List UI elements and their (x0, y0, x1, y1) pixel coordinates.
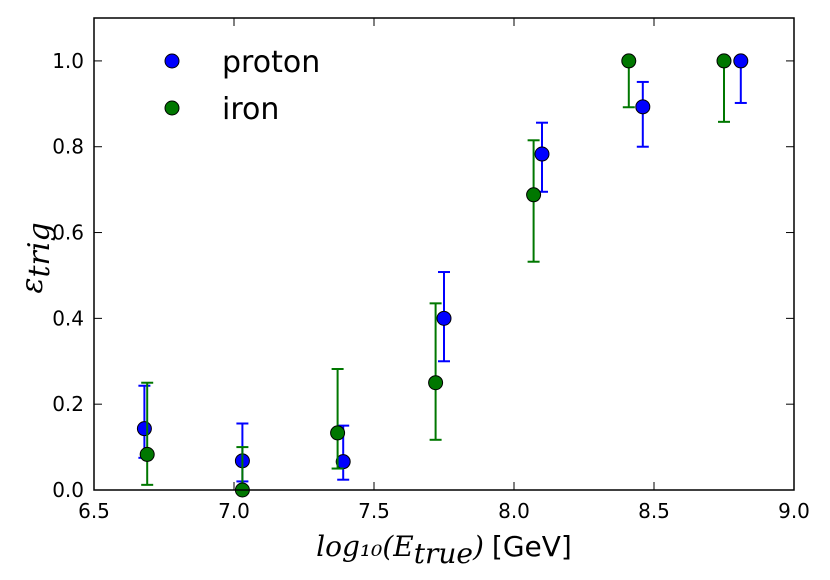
plot-frame (93, 17, 795, 491)
x-tick-label: 9.0 (778, 499, 810, 523)
data-point-proton (635, 99, 651, 115)
y-axis: 0.0 0.2 0.4 0.6 0.8 1.0 (52, 49, 794, 502)
data-point-iron (526, 187, 542, 203)
legend-marker-proton (164, 53, 180, 69)
x-tick-label: 7.5 (358, 499, 390, 523)
x-tick-label: 8.5 (638, 499, 670, 523)
y-tick-label: 1.0 (52, 49, 84, 73)
data-point-proton (436, 310, 452, 326)
y-tick-label: 0.4 (52, 306, 84, 330)
data-point-proton (733, 53, 749, 69)
plot-background (94, 18, 794, 490)
data-point-iron (716, 53, 732, 69)
legend-marker-iron (164, 100, 180, 116)
y-tick-label: 0.8 (52, 135, 84, 159)
series-iron (139, 53, 732, 498)
y-axis-label: εtrig (15, 222, 57, 293)
x-axis-label: log₁₀(Etrue) [GeV] (316, 530, 572, 570)
x-axis: 6.5 7.0 7.5 8.0 8.5 9.0 (78, 18, 810, 523)
y-tick-label: 0.6 (52, 221, 84, 245)
legend-label-iron: iron (222, 92, 279, 127)
data-point-iron (330, 425, 346, 441)
svg-text:εtrig: εtrig (15, 222, 57, 293)
data-point-proton (534, 146, 550, 162)
x-tick-label: 6.5 (78, 499, 110, 523)
legend: proton iron (164, 45, 320, 127)
data-point-iron (428, 375, 444, 391)
data-point-iron (139, 446, 155, 462)
y-tick-label: 0.0 (52, 478, 84, 502)
data-point-proton (136, 421, 152, 437)
data-point-iron (621, 53, 637, 69)
y-tick-label: 0.2 (52, 392, 84, 416)
x-tick-label: 8.0 (498, 499, 530, 523)
series-proton (136, 53, 749, 483)
x-tick-label: 7.0 (218, 499, 250, 523)
data-series (136, 53, 749, 498)
legend-label-proton: proton (222, 45, 320, 80)
